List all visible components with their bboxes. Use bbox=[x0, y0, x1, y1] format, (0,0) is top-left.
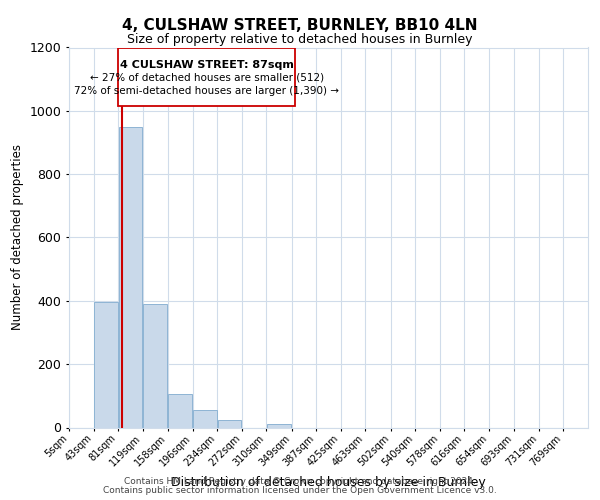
Bar bbox=[193, 410, 217, 428]
Text: Contains public sector information licensed under the Open Government Licence v3: Contains public sector information licen… bbox=[103, 486, 497, 495]
Text: 4 CULSHAW STREET: 87sqm: 4 CULSHAW STREET: 87sqm bbox=[120, 60, 294, 70]
Y-axis label: Number of detached properties: Number of detached properties bbox=[11, 144, 24, 330]
Bar bbox=[218, 420, 241, 428]
X-axis label: Distribution of detached houses by size in Burnley: Distribution of detached houses by size … bbox=[171, 476, 486, 490]
Text: 4, CULSHAW STREET, BURNLEY, BB10 4LN: 4, CULSHAW STREET, BURNLEY, BB10 4LN bbox=[122, 18, 478, 32]
Text: Contains HM Land Registry data © Crown copyright and database right 2024.: Contains HM Land Registry data © Crown c… bbox=[124, 477, 476, 486]
Bar bbox=[169, 394, 192, 428]
FancyBboxPatch shape bbox=[118, 48, 295, 106]
Bar bbox=[143, 304, 167, 428]
Bar bbox=[94, 302, 118, 428]
Bar bbox=[119, 126, 142, 428]
Bar bbox=[266, 424, 290, 428]
Text: 72% of semi-detached houses are larger (1,390) →: 72% of semi-detached houses are larger (… bbox=[74, 86, 340, 96]
Text: ← 27% of detached houses are smaller (512): ← 27% of detached houses are smaller (51… bbox=[90, 73, 324, 83]
Text: Size of property relative to detached houses in Burnley: Size of property relative to detached ho… bbox=[127, 32, 473, 46]
